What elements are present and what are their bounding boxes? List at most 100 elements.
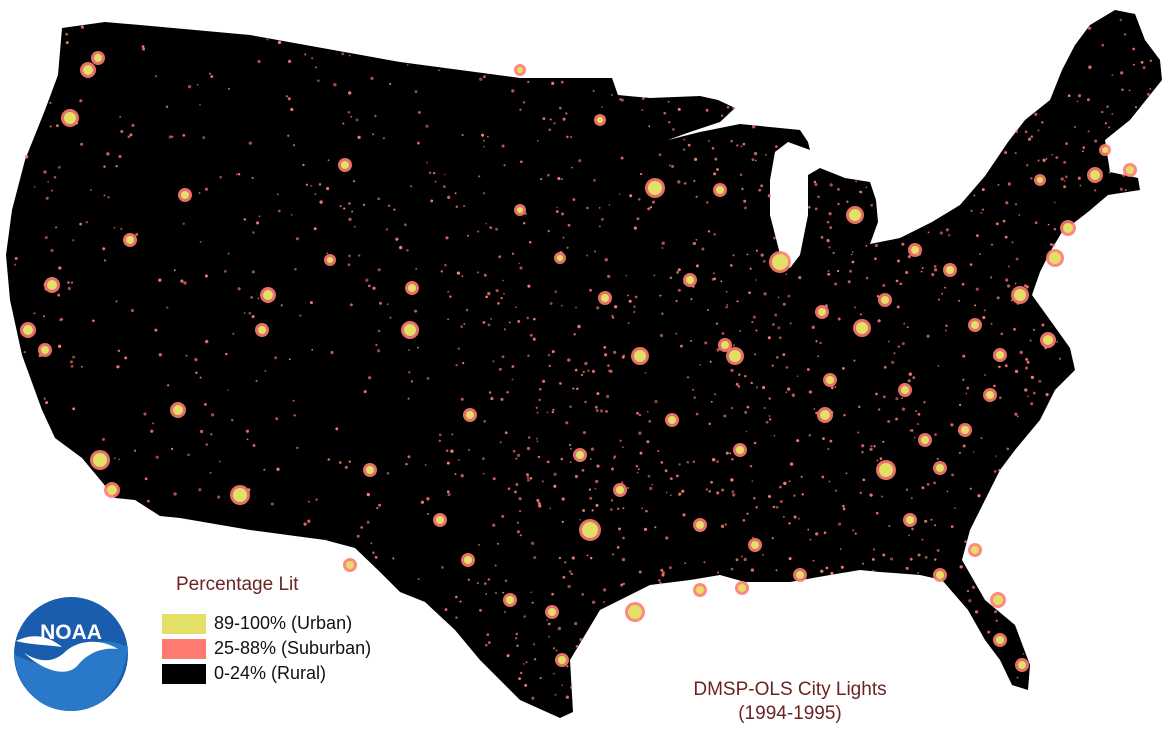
light-dot xyxy=(720,114,724,118)
light-dot xyxy=(751,125,756,129)
light-dot xyxy=(739,173,743,176)
light-dot xyxy=(522,663,525,665)
light-dot xyxy=(888,524,891,528)
light-dot xyxy=(566,665,569,668)
light-dot xyxy=(531,601,534,604)
light-dot xyxy=(701,247,705,251)
light-dot xyxy=(205,339,209,344)
light-dot xyxy=(1053,201,1056,204)
light-dot xyxy=(849,209,861,221)
light-dot xyxy=(495,289,499,293)
light-dot xyxy=(447,195,451,200)
light-dot xyxy=(726,105,730,109)
light-dot xyxy=(713,233,716,236)
light-dot xyxy=(516,521,519,524)
light-dot xyxy=(461,133,464,137)
light-dot xyxy=(251,270,255,274)
light-dot xyxy=(432,171,436,175)
light-dot xyxy=(807,528,810,531)
light-dot xyxy=(649,486,653,491)
light-dot xyxy=(532,643,536,646)
light-dot xyxy=(502,591,505,594)
light-dot xyxy=(538,387,542,391)
light-dot xyxy=(106,152,110,156)
light-dot xyxy=(853,359,856,362)
light-dot xyxy=(710,400,713,403)
light-dot xyxy=(517,67,523,73)
light-dot xyxy=(1005,278,1009,282)
light-dot xyxy=(516,644,519,648)
light-dot xyxy=(735,382,739,386)
light-dot xyxy=(705,488,709,491)
light-dot xyxy=(996,636,1004,644)
light-dot xyxy=(862,562,865,565)
light-dot xyxy=(768,397,771,400)
light-dot xyxy=(859,313,862,316)
light-dot xyxy=(635,464,639,468)
light-dot xyxy=(911,429,914,432)
light-dot xyxy=(515,306,517,309)
legend-item-urban: 89-100% (Urban) xyxy=(162,612,371,635)
light-dot xyxy=(196,83,199,86)
light-dot xyxy=(611,314,614,317)
light-dot xyxy=(934,524,937,527)
light-dot xyxy=(187,453,190,457)
light-dot xyxy=(565,112,568,115)
light-dot xyxy=(589,288,592,292)
light-dot xyxy=(882,395,886,399)
light-dot xyxy=(609,369,613,373)
light-dot xyxy=(295,237,299,241)
light-dot xyxy=(966,386,970,390)
light-dot xyxy=(107,485,117,495)
light-dot xyxy=(837,202,840,206)
light-dot xyxy=(1006,284,1011,288)
light-dot xyxy=(889,557,894,561)
light-dot xyxy=(446,490,450,494)
light-dot xyxy=(287,134,290,137)
light-dot xyxy=(933,265,937,268)
light-dot xyxy=(497,302,500,305)
light-dot xyxy=(782,353,786,357)
light-dot xyxy=(589,458,592,460)
light-dot xyxy=(305,183,309,186)
light-dot xyxy=(740,145,743,148)
light-dot xyxy=(975,234,979,238)
light-dot xyxy=(1030,135,1034,139)
light-dot xyxy=(987,630,991,634)
light-dot xyxy=(1149,87,1152,91)
light-dot xyxy=(945,324,948,327)
light-dot xyxy=(958,299,961,302)
light-dot xyxy=(745,430,748,433)
light-dot xyxy=(575,644,579,648)
light-dot xyxy=(102,437,105,441)
light-dot xyxy=(965,392,968,395)
light-dot xyxy=(459,600,462,603)
light-dot xyxy=(661,571,665,575)
light-dot xyxy=(426,161,429,164)
light-dot xyxy=(736,144,739,147)
light-dot xyxy=(382,137,385,140)
light-dot xyxy=(468,448,471,451)
light-dot xyxy=(648,420,651,423)
light-dot xyxy=(346,561,354,569)
light-dot xyxy=(661,246,664,250)
light-dot xyxy=(961,282,965,286)
light-dot xyxy=(994,610,998,614)
light-dot xyxy=(277,209,281,213)
light-dot xyxy=(1108,126,1111,129)
light-dot xyxy=(951,473,954,477)
light-dot xyxy=(588,488,592,491)
light-dot xyxy=(800,475,803,478)
light-dot xyxy=(255,379,258,383)
light-dot xyxy=(395,237,399,241)
light-dot xyxy=(755,329,758,332)
light-dot xyxy=(1111,74,1114,77)
light-dot xyxy=(182,222,185,225)
light-dot xyxy=(618,193,621,196)
light-dot xyxy=(636,411,639,415)
light-dot xyxy=(907,254,912,259)
light-dot xyxy=(45,196,49,200)
light-dot xyxy=(934,558,937,561)
light-dot xyxy=(901,407,906,411)
light-dot xyxy=(1019,350,1023,355)
